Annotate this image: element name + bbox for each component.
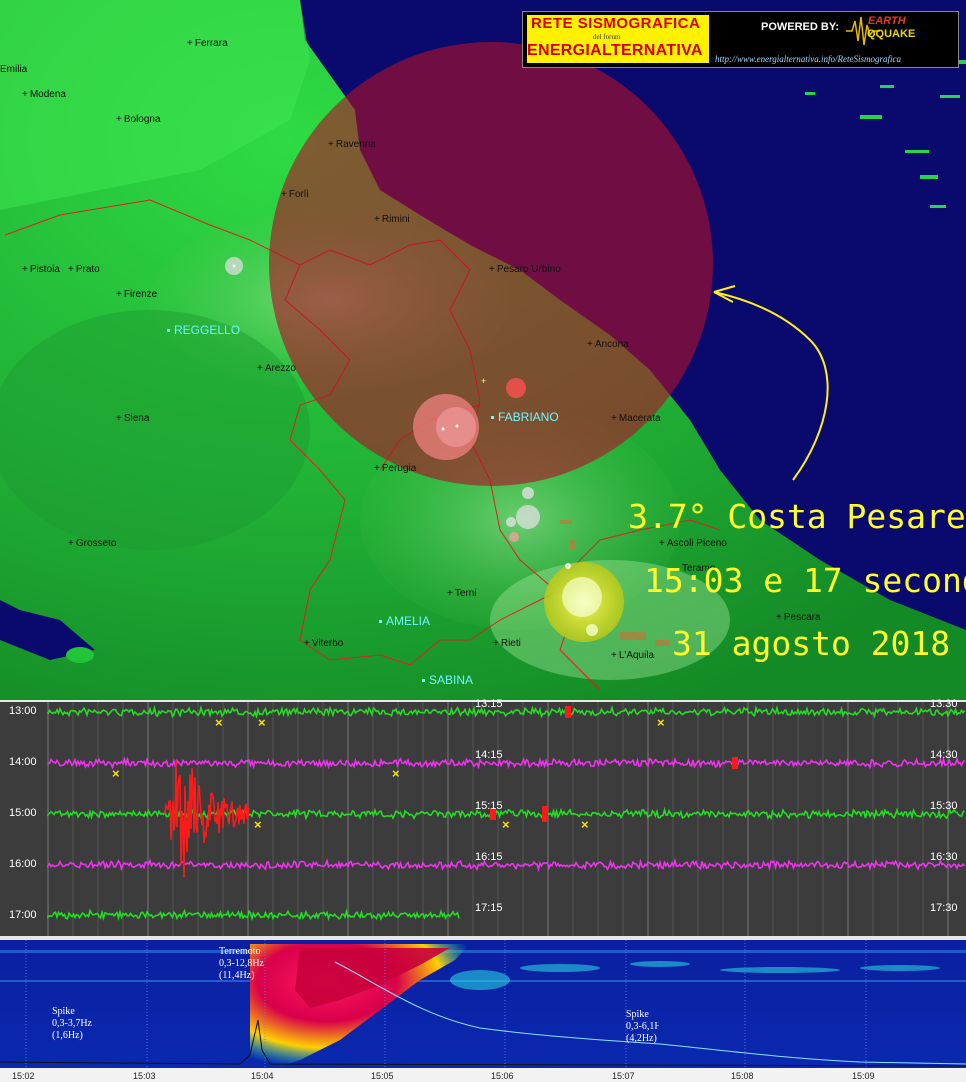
city-label: Emilia [0, 64, 28, 75]
pick-marker[interactable]: × [657, 715, 665, 730]
right-time-label: 17:30 [930, 902, 958, 914]
spike-mark [542, 806, 548, 822]
row-time-label: 13:00 [9, 705, 37, 717]
station-label[interactable]: SABINA [422, 673, 473, 687]
city-label: + Viterbo [304, 638, 344, 649]
earthquake-waveform [164, 760, 250, 878]
city-label: + Arezzo [257, 363, 296, 374]
seismogram-panel[interactable] [0, 700, 966, 940]
event-marker[interactable] [506, 378, 526, 398]
pick-marker[interactable]: × [502, 817, 510, 832]
logo-title: RETE SISMOGRAFICA [531, 15, 701, 32]
logo-forum: ENERGIALTERNATIVA [527, 42, 703, 59]
time-tick: 15:04 [251, 1071, 274, 1081]
brand-quake: QQUAKE [867, 28, 916, 40]
pick-marker[interactable]: × [581, 817, 589, 832]
city-label: + Grosseto [68, 538, 117, 549]
map-panel[interactable]: + + Ferrara Emilia + Modena + Bologna + Rave… [0, 0, 966, 700]
city-label: + Terni [447, 588, 477, 599]
time-tick: 15:05 [371, 1071, 394, 1081]
seismogram-canvas [0, 700, 966, 940]
city-label: + Perugia [374, 463, 417, 474]
map-canvas: + [0, 0, 966, 700]
spike-note: Spike 0,3-3,7Hz (1,6Hz) [52, 1006, 92, 1041]
city-label: + Ascoli Piceno [659, 538, 727, 549]
time-tick: 15:03 [133, 1071, 156, 1081]
pick-marker[interactable]: × [392, 766, 400, 781]
city-label: + Macerata [611, 413, 661, 424]
spike-mark [490, 808, 496, 820]
seismo-wave-icon [846, 16, 880, 46]
pick-marker[interactable]: × [112, 766, 120, 781]
right-time-label: 15:30 [930, 800, 958, 812]
city-label: + Prato [68, 264, 100, 275]
right-time-label: 13:30 [930, 698, 958, 710]
pick-marker[interactable]: × [215, 715, 223, 730]
annotation-arrow [713, 291, 829, 481]
right-time-label: 16:30 [930, 851, 958, 863]
spectrogram-canvas [0, 940, 966, 1082]
annotation-time: 15:03 e 17 secondi [644, 561, 966, 600]
mid-time-label: 16:15 [475, 851, 503, 863]
city-label: + Firenze [116, 289, 158, 300]
city-label: Teramo [682, 563, 716, 574]
city-label: + Pescara [776, 612, 821, 623]
city-label: + Ancona [587, 339, 629, 350]
row-time-label: 15:00 [9, 807, 37, 819]
logo-subtitle: del forum [593, 33, 621, 41]
station-label[interactable]: AMELIA [379, 614, 430, 628]
powered-by-label: POWERED BY: [761, 21, 840, 33]
city-label: + Pistoia [22, 264, 60, 275]
spike-mark [565, 706, 571, 718]
time-tick: 15:08 [731, 1071, 754, 1081]
station-label[interactable]: REGGELLO [167, 323, 240, 337]
islands [805, 60, 966, 208]
city-label: + Rieti [493, 638, 521, 649]
logo-banner: RETE SISMOGRAFICA del forum ENERGIALTERN… [522, 11, 959, 68]
time-tick: 15:02 [12, 1071, 35, 1081]
mid-time-label: 17:15 [475, 902, 503, 914]
time-tick: 15:07 [612, 1071, 635, 1081]
trace-line [47, 858, 966, 873]
event-marker[interactable] [516, 505, 540, 529]
city-label: + Ferrara [187, 38, 228, 49]
city-label: + Siena [116, 413, 150, 424]
spectrogram-panel[interactable] [0, 940, 966, 1082]
city-label: + Forlì [281, 189, 309, 200]
right-time-label: 14:30 [930, 749, 958, 761]
pick-marker[interactable]: × [258, 715, 266, 730]
epicenter-circle [269, 42, 713, 486]
mid-time-label: 14:15 [475, 749, 503, 761]
trace-line [47, 704, 966, 720]
event-marker[interactable] [522, 487, 534, 499]
city-label: + Rimini [374, 214, 410, 225]
city-label: + Ravenna [328, 139, 376, 150]
pick-marker[interactable]: × [254, 817, 262, 832]
brand-earth: EARTH [868, 15, 906, 27]
city-label: + Bologna [116, 114, 161, 125]
trace-line [47, 908, 460, 922]
mid-time-label: 15:15 [475, 800, 503, 812]
spike-mark [732, 757, 738, 769]
annotation-date: 31 agosto 2018 [672, 624, 951, 663]
earthquake-note: Terremoto 0,3-12,8Hz (11,4Hz) [219, 946, 264, 981]
row-time-label: 17:00 [9, 909, 37, 921]
city-label: + Modena [22, 89, 66, 100]
station-label[interactable]: FABRIANO [491, 410, 559, 424]
row-time-label: 16:00 [9, 858, 37, 870]
trace-line [47, 806, 966, 821]
spike-note: Spike 0,3-6,1Hz (4,2Hz) [626, 1009, 659, 1044]
mid-time-label: 13:15 [475, 698, 503, 710]
city-label: + L'Aquila [611, 650, 655, 661]
annotation-magnitude: 3.7° Costa Pesarese [628, 497, 966, 536]
time-tick: 15:09 [852, 1071, 875, 1081]
city-label: + Pesaro Urbino [489, 264, 561, 275]
logo-url[interactable]: http://www.energialternativa.info/ReteSi… [715, 54, 901, 64]
trace-line [47, 755, 966, 770]
time-tick: 15:06 [491, 1071, 514, 1081]
svg-text:+: + [481, 376, 486, 386]
row-time-label: 14:00 [9, 756, 37, 768]
